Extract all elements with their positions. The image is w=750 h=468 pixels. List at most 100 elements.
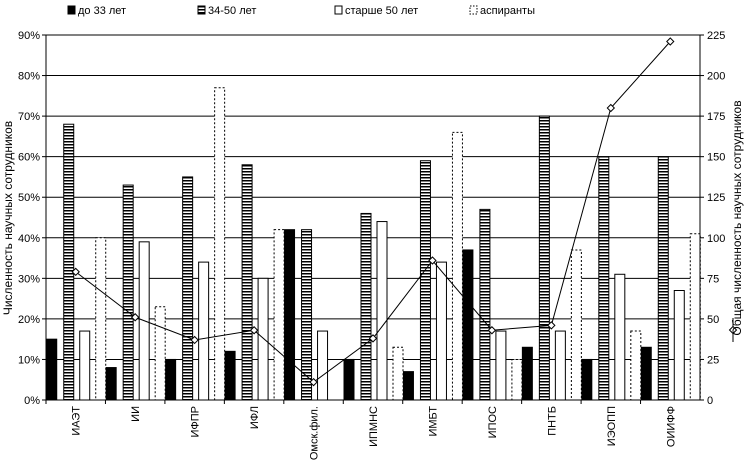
x-tick-label: ИМБТ: [427, 406, 439, 437]
y-tick-label: 90%: [18, 30, 40, 42]
bar-over-50: [614, 273, 626, 401]
bar-34-50: [598, 156, 610, 401]
legend-swatch: [469, 5, 478, 15]
bar-34-50: [419, 160, 431, 401]
bar-over-50: [554, 330, 566, 401]
x-tick-label: ИЭОПП: [606, 406, 618, 446]
y2-tick-label: 125: [707, 192, 725, 204]
bar-over-50: [257, 277, 269, 401]
bar-34-50: [657, 156, 669, 401]
bar-34-50: [538, 115, 550, 401]
x-tick-label: ИИ: [130, 406, 142, 422]
bar-34-50: [241, 164, 253, 401]
y-axis-label: Численность научных сотрудников: [1, 121, 15, 315]
total-point: [130, 313, 140, 322]
bar-over-50: [376, 221, 388, 401]
bar-34-50: [63, 123, 75, 401]
bar-under-33: [402, 371, 414, 401]
bar-under-33: [521, 346, 533, 401]
bar-under-33: [581, 358, 593, 401]
legend-label: 34-50 лет: [208, 5, 256, 17]
x-tick-label: ОИИФФ: [665, 406, 677, 447]
y2-tick-label: 225: [707, 30, 725, 42]
y2-tick-label: 50: [707, 314, 719, 326]
total-point: [368, 334, 378, 343]
bar-over-50: [495, 330, 507, 401]
bar-over-50: [79, 330, 91, 401]
bar-under-33: [165, 358, 177, 401]
y2-tick-label: 25: [707, 354, 719, 366]
legend: до 33 лет 34-50 лет старше 50 лет аспиранты: [67, 5, 738, 342]
bar-over-50: [673, 290, 685, 401]
bar-under-33: [284, 229, 296, 401]
x-tick-label: ИФПР: [190, 406, 202, 438]
total-point: [428, 256, 437, 265]
x-tick-label: ИПМНС: [368, 406, 380, 447]
legend-label: до 33 лет: [78, 5, 126, 17]
axes: 0% 10% 20% 30% 40% 50% 60% 70% 80% 90% 0 25 50 75 100 1…: [18, 30, 725, 460]
bars: [46, 87, 701, 401]
y2-tick-label: 100: [707, 233, 725, 245]
y2-tick-label: 0: [707, 395, 713, 407]
bar-34-50: [182, 176, 194, 401]
bar-postgrad: [214, 87, 226, 401]
total-point: [71, 267, 80, 277]
bar-postgrad: [570, 249, 582, 401]
legend-label: старше 50 лет: [345, 5, 418, 17]
total-point: [190, 335, 199, 345]
bar-postgrad: [95, 237, 107, 401]
bar-34-50: [301, 229, 313, 401]
y-tick-label: 30%: [18, 273, 40, 285]
y-tick-label: 60%: [18, 152, 40, 164]
bar-under-33: [462, 249, 474, 401]
x-tick-label: ИПОС: [487, 406, 499, 438]
bar-over-50: [317, 330, 329, 401]
y-tick-label: 40%: [18, 233, 40, 245]
bar-postgrad: [154, 306, 166, 401]
y2-tick-label: 200: [707, 71, 725, 83]
x-tick-label: ИАЭТ: [71, 406, 83, 436]
legend-line-marker: [728, 325, 738, 335]
bar-34-50: [479, 208, 491, 401]
total-point: [606, 103, 616, 113]
y-tick-label: 80%: [18, 71, 40, 83]
y2-tick-label: 150: [707, 152, 725, 164]
legend-swatch: [197, 5, 206, 15]
bar-postgrad: [392, 346, 404, 401]
bar-over-50: [198, 261, 210, 401]
bar-postgrad: [273, 229, 285, 401]
bar-postgrad: [511, 358, 523, 401]
bar-34-50: [360, 212, 372, 401]
x-tick-label: Омск.фил.: [309, 406, 321, 460]
x-tick-label: ИФЛ: [249, 406, 261, 429]
bar-under-33: [46, 338, 58, 401]
bar-under-33: [224, 350, 236, 401]
legend-label: аспиранты: [480, 5, 535, 17]
y-tick-label: 10%: [18, 354, 40, 366]
bar-under-33: [343, 358, 355, 401]
bar-34-50: [122, 184, 134, 401]
y-tick-label: 70%: [18, 111, 40, 123]
y-tick-label: 20%: [18, 314, 40, 326]
bar-postgrad: [689, 233, 701, 401]
y-tick-label: 0%: [24, 395, 40, 407]
x-tick-label: ПНТБ: [546, 406, 558, 436]
total-point: [487, 326, 497, 335]
total-point: [249, 326, 259, 335]
total-point: [547, 321, 556, 330]
bar-under-33: [105, 367, 117, 401]
legend-swatch: [334, 5, 343, 15]
bar-over-50: [435, 261, 447, 401]
y2-axis-label: Общая численность научных сотрудников: [730, 100, 744, 335]
total-point: [309, 377, 318, 387]
bar-postgrad: [451, 131, 463, 401]
y2-tick-label: 175: [707, 111, 725, 123]
bar-under-33: [640, 346, 652, 401]
plot-frame: [45, 34, 701, 401]
legend-swatch: [67, 5, 76, 15]
y-tick-label: 50%: [18, 192, 40, 204]
y2-tick-label: 75: [707, 273, 719, 285]
total-point: [666, 37, 675, 46]
bar-postgrad: [630, 330, 642, 401]
